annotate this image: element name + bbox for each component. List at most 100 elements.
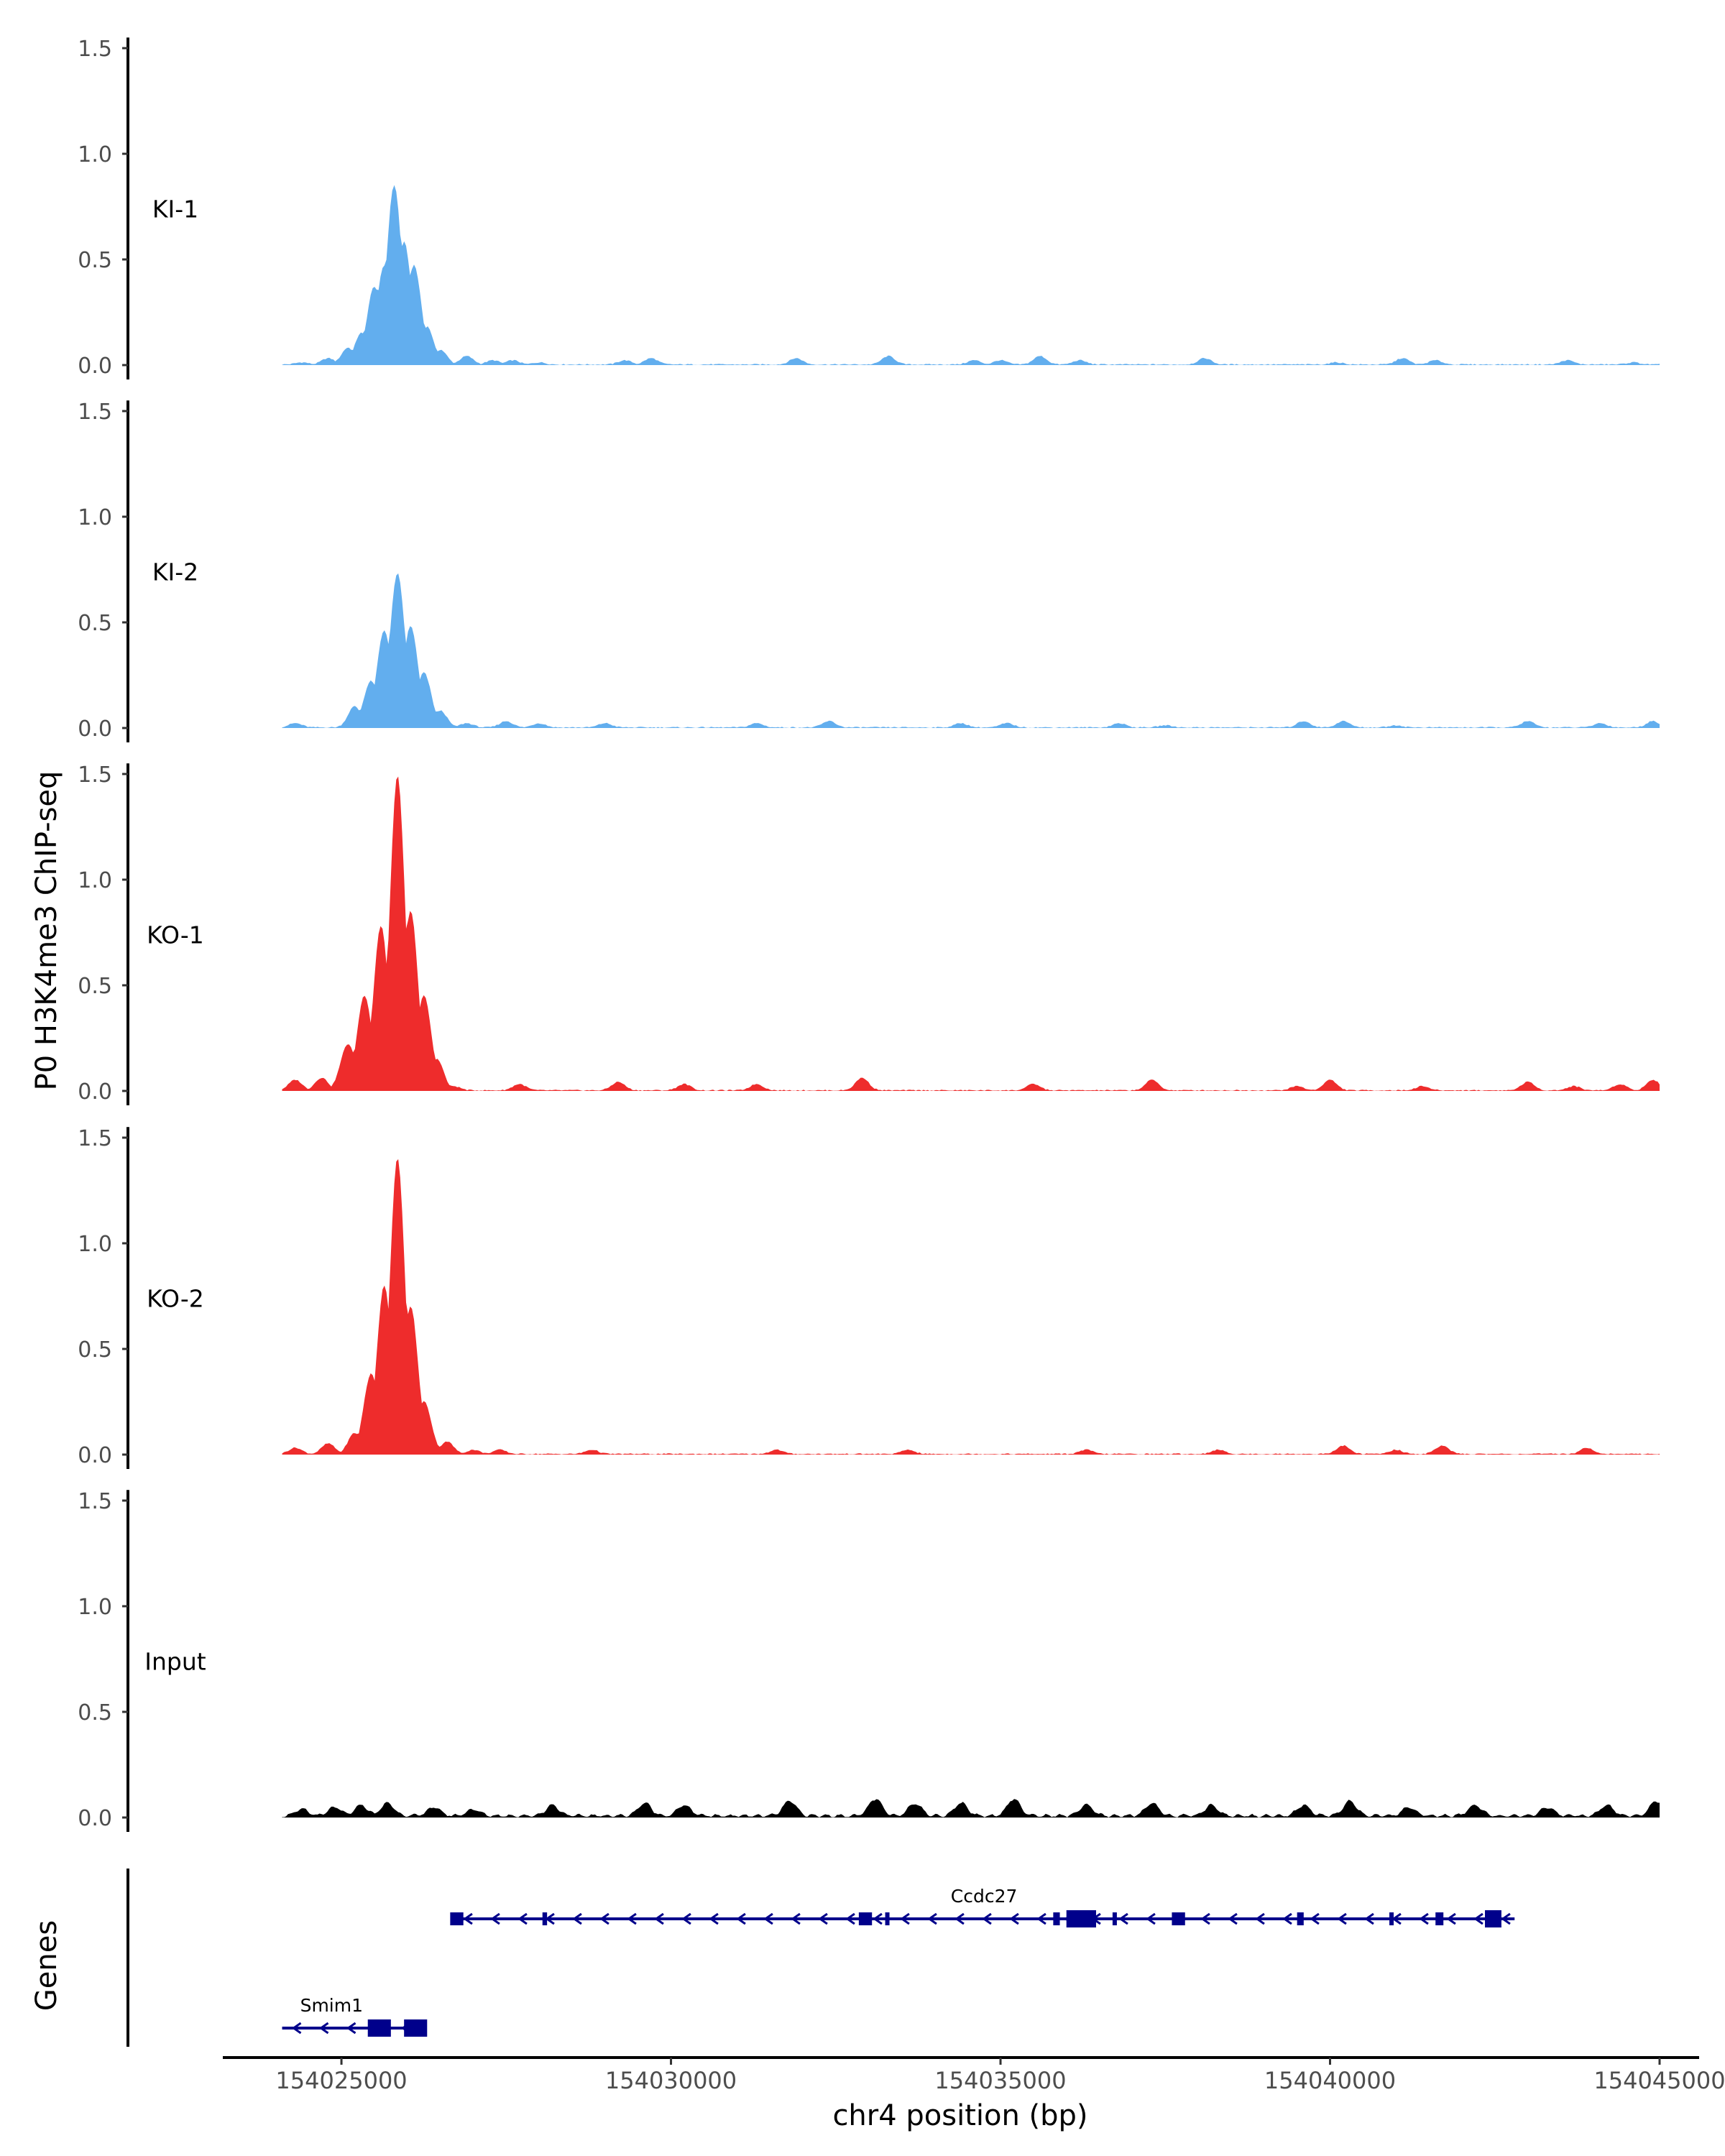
x-tick-label: 154025000 (275, 2067, 407, 2094)
strand-arrow (291, 2022, 302, 2035)
signal-area (282, 1799, 1660, 1818)
strand-arrow (1200, 1912, 1210, 1925)
strand-arrow (954, 1912, 965, 1925)
strand-arrow (845, 1912, 855, 1925)
y-tick-label: 0.5 (78, 611, 112, 636)
strand-arrow (490, 1912, 500, 1925)
exon (542, 1912, 548, 1925)
exon (404, 2019, 428, 2037)
exon (1484, 1910, 1501, 1927)
track-input: 0.0 0.5 1.0 1.5 Input (78, 1489, 1660, 1832)
y-tick-label: 1.5 (78, 1126, 112, 1151)
track-ki-2: 0.0 0.5 1.0 1.5 KI-2 (78, 400, 1660, 742)
y-tick-label: 0.0 (78, 354, 112, 379)
strand-arrow (709, 1912, 719, 1925)
strand-arrow (599, 1912, 610, 1925)
x-tick-label: 154045000 (1593, 2067, 1725, 2094)
exon (1297, 1912, 1304, 1925)
tracks-layer: 0.0 0.5 1.0 1.5 KI-1 0.0 0.5 1.0 1.5 KI-2 0.0 0.5 1.… (78, 37, 1660, 1832)
y-tick-label: 0.5 (78, 248, 112, 273)
exon (1066, 1910, 1096, 1927)
y-tick-label: 0.5 (78, 1337, 112, 1363)
strand-arrow (927, 1912, 937, 1925)
genes-layer: Ccdc27 Smim1 (126, 1869, 1515, 2047)
exon (1389, 1912, 1394, 1925)
strand-arrow (982, 1912, 992, 1925)
strand-arrow (818, 1912, 828, 1925)
y-tick-label: 0.0 (78, 717, 112, 742)
y-tick-label: 0.0 (78, 1079, 112, 1105)
strand-arrow (1419, 1912, 1429, 1925)
strand-arrow (763, 1912, 773, 1925)
strand-arrow (1255, 1912, 1265, 1925)
track-ki-1: 0.0 0.5 1.0 1.5 KI-1 (78, 37, 1660, 379)
signal-area (282, 185, 1660, 365)
strand-arrow (518, 1912, 528, 1925)
track-label: KO-2 (147, 1284, 204, 1312)
y-tick-label: 0.5 (78, 1700, 112, 1726)
genes-axis-title: Genes (30, 1920, 63, 2011)
strand-arrow (1118, 1912, 1128, 1925)
strand-arrow (1009, 1912, 1019, 1925)
y-tick-label: 1.0 (78, 868, 112, 893)
track-ko-1: 0.0 0.5 1.0 1.5 KO-1 (78, 763, 1660, 1105)
gene-smim1: Smim1 (282, 1995, 428, 2037)
y-tick-label: 1.5 (78, 400, 112, 425)
strand-arrow (900, 1912, 910, 1925)
exon (858, 1912, 873, 1925)
strand-arrow (681, 1912, 691, 1925)
signal-area (282, 1158, 1660, 1455)
y-axis-title: P0 H3K4me3 ChIP-seq (30, 771, 63, 1091)
x-tick-label: 154035000 (934, 2067, 1066, 2094)
exon (885, 1912, 890, 1925)
exon (450, 1912, 464, 1925)
y-tick-label: 1.5 (78, 37, 112, 62)
strand-arrow (873, 1912, 883, 1925)
strand-arrow (1473, 1912, 1484, 1925)
y-tick-label: 1.5 (78, 763, 112, 788)
strand-arrow (1446, 1912, 1456, 1925)
x-axis-title: chr4 position (bp) (832, 2099, 1087, 2132)
x-tick-label: 154040000 (1264, 2067, 1396, 2094)
strand-arrow (1310, 1912, 1320, 1925)
track-label: KO-1 (147, 921, 204, 949)
gene-label: Ccdc27 (951, 1886, 1018, 1907)
exon (1112, 1912, 1117, 1925)
gene-label: Smim1 (300, 1995, 363, 2016)
strand-arrow (346, 2022, 356, 2035)
strand-arrow (1364, 1912, 1374, 1925)
strand-arrow (463, 1912, 473, 1925)
y-tick-label: 1.0 (78, 142, 112, 167)
strand-arrow (1146, 1912, 1156, 1925)
exon (367, 2019, 391, 2037)
y-tick-label: 1.0 (78, 505, 112, 530)
x-tick-label: 154030000 (605, 2067, 737, 2094)
strand-arrow (1228, 1912, 1238, 1925)
signal-area (282, 776, 1660, 1091)
gene-ccdc27: Ccdc27 (450, 1886, 1515, 1927)
strand-arrow (318, 2022, 329, 2035)
strand-arrow (736, 1912, 746, 1925)
y-tick-label: 1.5 (78, 1489, 112, 1514)
strand-arrow (1282, 1912, 1292, 1925)
track-ko-2: 0.0 0.5 1.0 1.5 KO-2 (78, 1126, 1660, 1469)
strand-arrow (791, 1912, 801, 1925)
y-tick-label: 0.5 (78, 974, 112, 999)
strand-arrow (1501, 1912, 1511, 1925)
y-tick-label: 1.0 (78, 1232, 112, 1257)
strand-arrow (1036, 1912, 1046, 1925)
signal-area (282, 573, 1660, 728)
y-tick-label: 1.0 (78, 1595, 112, 1620)
y-tick-label: 0.0 (78, 1806, 112, 1831)
y-tick-label: 0.0 (78, 1443, 112, 1468)
strand-arrow (572, 1912, 582, 1925)
exon (1435, 1912, 1444, 1925)
strand-arrow (1337, 1912, 1347, 1925)
exon (1172, 1912, 1185, 1925)
strand-arrow (627, 1912, 637, 1925)
track-label: KI-2 (152, 558, 198, 586)
track-label: KI-1 (152, 195, 198, 223)
exon (1053, 1912, 1060, 1925)
track-label: Input (144, 1647, 206, 1675)
